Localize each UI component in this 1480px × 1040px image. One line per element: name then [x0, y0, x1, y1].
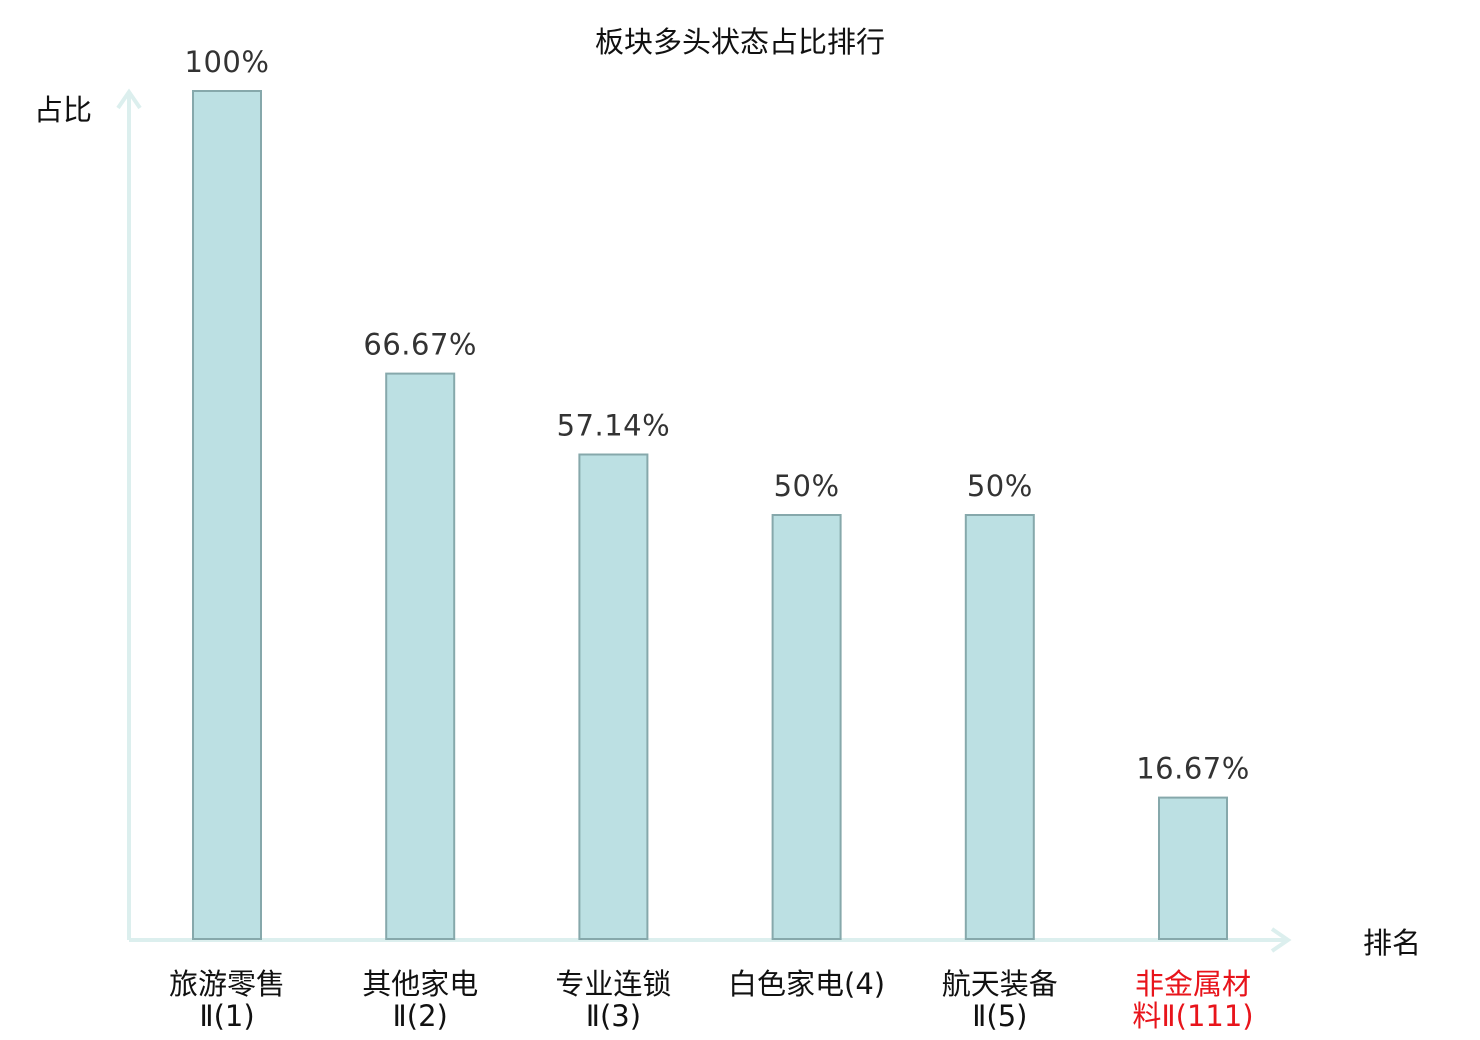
x-axis-label: 排名: [1363, 926, 1421, 960]
x-tick-label: Ⅱ(2): [393, 999, 448, 1033]
bar-value-label: 50%: [774, 469, 840, 503]
bar-series: [192, 90, 1228, 941]
bar-value-label: 57.14%: [557, 409, 671, 443]
bar: [1158, 796, 1228, 940]
bar: [192, 90, 262, 940]
x-tick-label: 航天装备: [942, 967, 1058, 1001]
x-tick-label: 白色家电(4): [728, 967, 885, 1001]
x-tick-label: Ⅱ(5): [972, 999, 1027, 1033]
x-axis: [129, 927, 1292, 953]
x-tick-label: 非金属材: [1135, 967, 1251, 1001]
bar: [578, 453, 649, 940]
chart-title: 板块多头状态占比排行: [595, 25, 885, 59]
bar: [771, 514, 842, 940]
bar: [385, 372, 456, 941]
bar: [964, 514, 1035, 940]
bar-value-label: 100%: [185, 45, 270, 79]
y-axis-arrow: [116, 88, 142, 110]
x-tick-label: Ⅱ(3): [586, 999, 641, 1033]
x-tick-label: 其他家电: [362, 967, 478, 1001]
x-tick-label: 专业连锁: [555, 967, 671, 1001]
y-axis-label: 占比: [34, 93, 92, 127]
bar-value-label: 66.67%: [363, 328, 477, 362]
x-axis-arrow: [1270, 927, 1292, 953]
x-tick-label: 料Ⅱ(111): [1132, 999, 1253, 1033]
x-tick-label: Ⅱ(1): [199, 999, 254, 1033]
y-axis: [116, 88, 142, 940]
x-tick-label: 旅游零售: [169, 967, 285, 1001]
value-labels: 100% 66.67% 57.14% 50% 50% 16.67%: [185, 45, 1250, 786]
bar-value-label: 16.67%: [1136, 752, 1250, 786]
bar-value-label: 50%: [967, 469, 1033, 503]
